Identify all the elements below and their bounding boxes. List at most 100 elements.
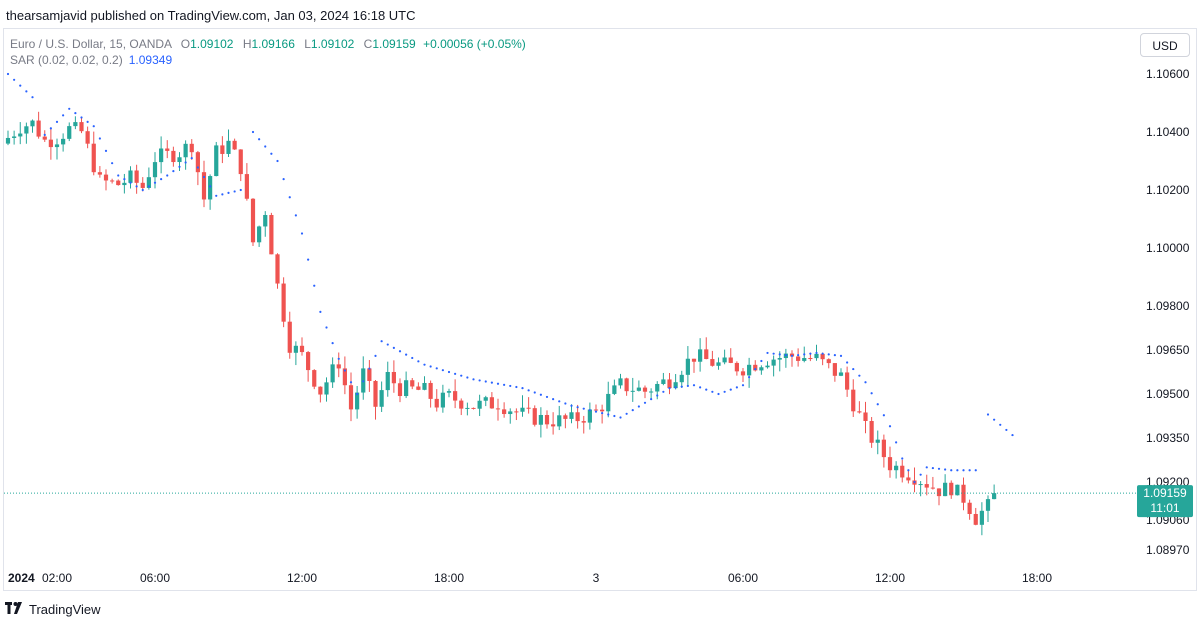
tradingview-logo-icon [5, 602, 25, 617]
candle-body [471, 407, 476, 409]
sar-dot [111, 162, 114, 165]
y-tick-label: 1.09800 [1146, 299, 1190, 313]
candle-body [526, 407, 531, 409]
sar-dot [490, 381, 493, 384]
candle-body [306, 352, 311, 371]
sar-dot [166, 174, 169, 177]
candle-body [177, 157, 182, 163]
candle-body [691, 358, 697, 362]
candle-body [122, 182, 127, 186]
sar-dot [766, 351, 769, 355]
sar-dot [643, 401, 647, 404]
sar-dot [282, 178, 285, 181]
sar-dot [1011, 433, 1014, 437]
sar-dot [129, 181, 132, 184]
sar-dot [711, 390, 714, 393]
candle-body [195, 152, 200, 173]
candle-body [67, 126, 72, 139]
candle-body [544, 414, 550, 425]
candle-body [973, 513, 978, 525]
sar-dot [1005, 428, 1008, 432]
sar-dot [729, 388, 732, 391]
candle-body [477, 400, 482, 409]
sar-dot [999, 423, 1002, 426]
candle-body [661, 379, 666, 384]
candle-body [642, 387, 648, 392]
sar-dot [901, 457, 904, 460]
sar-dot [288, 196, 291, 199]
sar-dot [509, 384, 512, 388]
sar-dot [233, 190, 236, 193]
candle-body [826, 359, 831, 364]
y-tick-label: 1.09350 [1146, 431, 1190, 445]
sar-dot [919, 473, 922, 476]
candle-body [165, 148, 170, 151]
sar-dot [650, 398, 653, 401]
close-label: C [363, 37, 373, 51]
sar-dot [423, 363, 426, 366]
sar-dot [435, 367, 438, 370]
sar-dot [160, 178, 163, 181]
sar-dot [827, 353, 830, 356]
countdown-label: 11:01 [1150, 501, 1179, 515]
candle-body [845, 372, 850, 390]
candle-body [900, 465, 905, 478]
currency-button[interactable]: USD [1140, 33, 1190, 57]
candle-body [226, 140, 231, 154]
candle-body [250, 198, 256, 243]
sar-label[interactable]: SAR (0.02, 0.02, 0.2) [10, 53, 123, 67]
sar-dot [196, 166, 199, 169]
candle-body [887, 457, 893, 471]
sar-dot [601, 411, 604, 415]
candle-body [630, 390, 635, 392]
candle-body [600, 409, 605, 412]
x-tick-label: 06:00 [140, 571, 170, 585]
sar-dot [809, 352, 812, 355]
sar-dot [6, 72, 10, 76]
candle-body [802, 358, 807, 361]
sar-dot [925, 466, 928, 469]
candle-body [673, 382, 678, 389]
sar-dot [588, 409, 591, 412]
sar-dot [123, 178, 126, 181]
chart-frame[interactable] [3, 28, 1197, 591]
publisher-header: thearsamjavid published on TradingView.c… [6, 8, 416, 23]
candle-body [24, 126, 29, 134]
candle-body [967, 502, 972, 514]
sar-dot [62, 114, 65, 117]
candle-body [214, 145, 219, 177]
sar-dot [613, 414, 616, 418]
sar-dot [294, 214, 297, 217]
last-price-tag [1137, 485, 1193, 518]
x-tick-label: 12:00 [875, 571, 905, 585]
sar-dot [846, 361, 849, 364]
candle-body [152, 162, 158, 178]
sar-dot [680, 385, 683, 388]
sar-dot [460, 374, 463, 377]
sar-dot [19, 84, 22, 87]
sar-dot [80, 116, 83, 119]
candle-body [330, 364, 335, 383]
sar-dot [582, 407, 585, 410]
sar-dot [264, 145, 267, 148]
sar-dot [790, 354, 794, 357]
open-value: 1.09102 [190, 37, 234, 51]
y-tick-label: 1.10400 [1146, 125, 1190, 139]
sar-dot [913, 480, 916, 484]
sar-dot [533, 391, 536, 394]
symbol-title[interactable]: Euro / U.S. Dollar, 15, OANDA [10, 37, 172, 51]
sar-dot [215, 194, 218, 197]
candle-body [875, 439, 880, 443]
sar-dot [55, 120, 59, 123]
candle-body [201, 172, 207, 200]
candle-body [159, 148, 164, 163]
candle-body [116, 180, 121, 186]
sar-dot [221, 193, 224, 196]
candle-body [581, 421, 586, 423]
sar-dot [368, 367, 371, 370]
candle-body [906, 477, 911, 481]
sar-dot [319, 310, 322, 313]
candle-body [979, 510, 984, 525]
y-tick-label: 1.09500 [1146, 387, 1190, 401]
